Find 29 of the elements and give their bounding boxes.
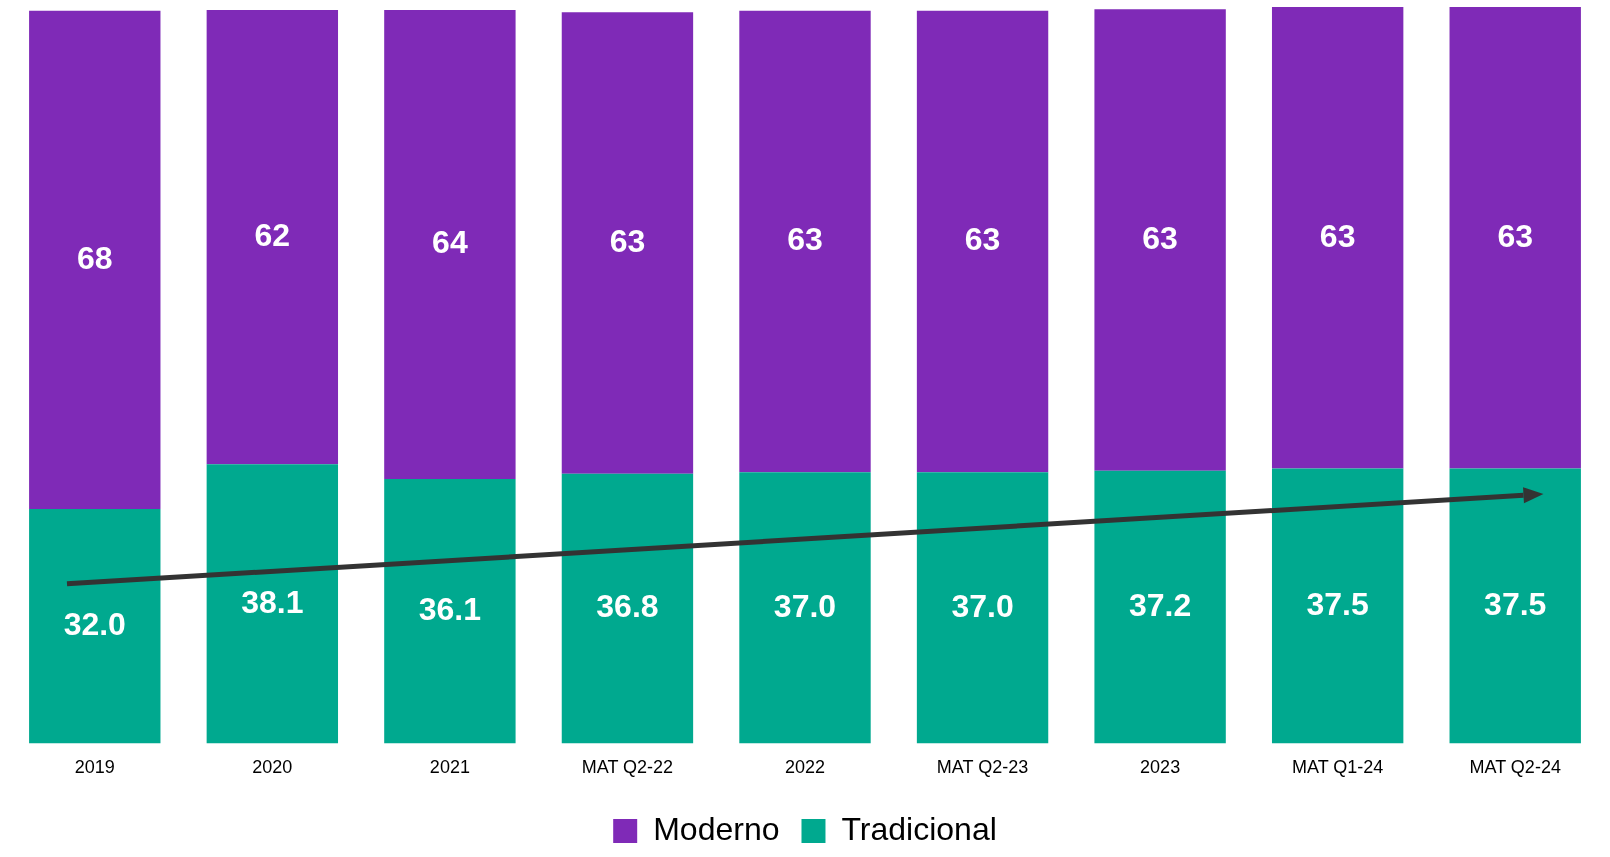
- data-label: 36.8: [596, 588, 659, 625]
- x-tick-label: 2020: [252, 757, 293, 778]
- data-label: 63: [609, 222, 646, 259]
- legend-label: Tradicional: [841, 810, 997, 847]
- data-label: 37.5: [1484, 585, 1547, 622]
- data-label: 63: [1497, 217, 1534, 254]
- x-tick-label: 2023: [1140, 757, 1181, 778]
- data-label: 37.5: [1306, 585, 1369, 622]
- x-tick-label: 2019: [74, 757, 115, 778]
- data-label: 63: [787, 221, 823, 258]
- x-tick-label: MAT Q2-23: [936, 757, 1029, 778]
- x-tick-label: 2022: [784, 757, 826, 778]
- data-label: 62: [254, 216, 291, 253]
- data-label: 37.2: [1128, 586, 1192, 623]
- legend-label: Moderno: [653, 810, 780, 847]
- data-label: 32.0: [63, 605, 126, 642]
- x-tick-label: 2021: [429, 757, 470, 778]
- data-label: 36.1: [418, 590, 482, 627]
- data-label: 63: [964, 221, 1001, 258]
- data-label: 38.1: [241, 583, 304, 620]
- data-label: 37.0: [773, 587, 837, 624]
- x-tick-label: MAT Q1-24: [1291, 757, 1384, 778]
- data-label: 68: [76, 239, 113, 276]
- data-label: 37.0: [951, 587, 1014, 624]
- data-label: 63: [1142, 219, 1178, 256]
- x-tick-label: MAT Q2-22: [581, 757, 674, 778]
- x-tick-label: MAT Q2-24: [1469, 757, 1561, 778]
- data-label: 63: [1319, 217, 1356, 254]
- data-label: 64: [432, 224, 468, 261]
